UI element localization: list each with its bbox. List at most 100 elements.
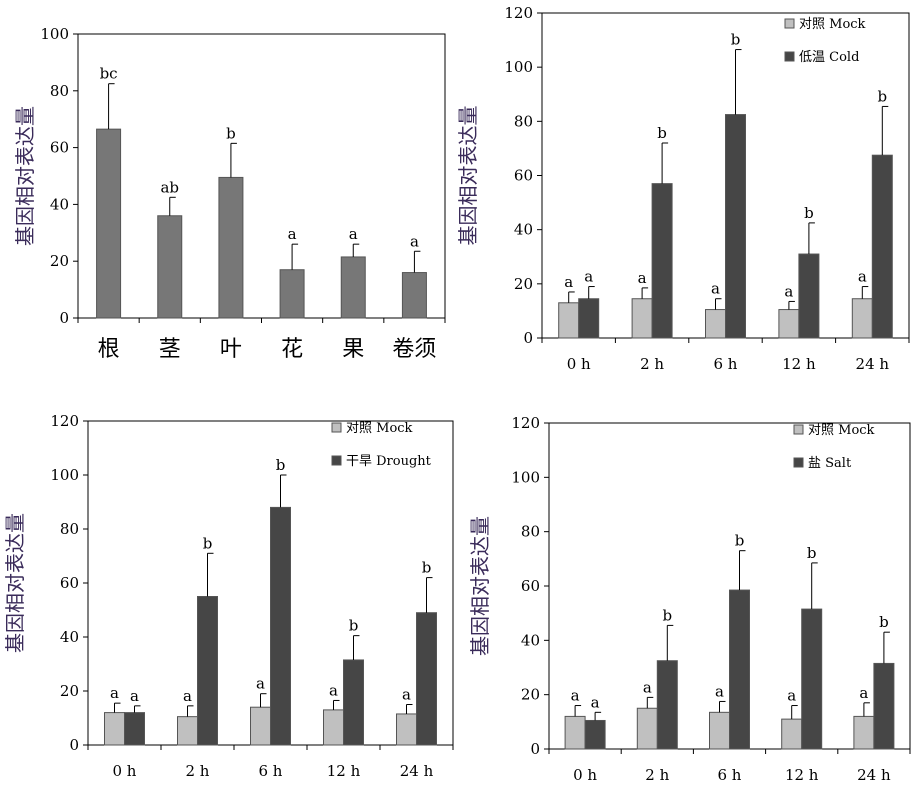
significance-letter: a [130, 687, 139, 705]
plot-frame [78, 34, 445, 318]
bar [565, 716, 585, 749]
bar [559, 303, 579, 338]
y-tick-label: 20 [50, 252, 69, 270]
legend-swatch [785, 19, 794, 28]
y-tick-label: 120 [50, 412, 79, 430]
y-tick-label: 100 [504, 58, 533, 76]
bar [178, 717, 198, 745]
y-tick-label: 60 [514, 167, 533, 185]
y-tick-label: 80 [60, 520, 79, 538]
y-axis-label: 基因相对表达量 [3, 513, 27, 653]
y-tick-label: 80 [521, 523, 540, 541]
significance-letter: a [787, 687, 796, 705]
significance-letter: a [288, 225, 297, 243]
bar [344, 660, 364, 745]
y-tick-label: 20 [60, 682, 79, 700]
bar [632, 299, 652, 338]
significance-letter: b [422, 559, 432, 577]
bar [852, 299, 872, 338]
bar [799, 254, 819, 338]
bar [271, 507, 291, 745]
y-tick-label: 100 [511, 468, 540, 486]
y-tick-label: 20 [521, 686, 540, 704]
x-tick-label: 茎 [159, 337, 181, 362]
significance-letter: b [731, 31, 741, 49]
bar [219, 177, 243, 318]
significance-letter: a [256, 675, 265, 693]
significance-letter: a [859, 684, 868, 702]
significance-letter: a [643, 678, 652, 696]
x-tick-label: 0 h [567, 355, 591, 373]
bar [97, 129, 121, 318]
bar [579, 299, 599, 338]
legend-label: 对照 Mock [799, 17, 866, 32]
y-axis-label: 基因相对表达量 [13, 106, 37, 246]
x-tick-label: 24 h [857, 766, 891, 784]
chart-panel-3: 020406080100120基因相对表达量0 h2 h6 h12 h24 ha… [3, 412, 453, 780]
significance-letter: a [410, 232, 419, 250]
legend-label: 干旱 Drought [346, 454, 432, 469]
bar [105, 713, 125, 745]
x-tick-label: 6 h [259, 762, 283, 780]
legend-label: 低温 Cold [799, 50, 859, 65]
significance-letter: a [591, 693, 600, 711]
chart-panel-2: 020406080100120基因相对表达量0 h2 h6 h12 h24 ha… [456, 4, 909, 373]
significance-letter: b [662, 606, 672, 624]
significance-letter: a [638, 269, 647, 287]
significance-letter: b [735, 532, 745, 550]
significance-letter: b [877, 87, 887, 105]
legend-swatch [332, 456, 341, 465]
x-tick-label: 2 h [640, 355, 664, 373]
significance-letter: b [657, 124, 667, 142]
y-tick-label: 100 [50, 466, 79, 484]
x-tick-label: 叶 [220, 337, 242, 362]
bar [402, 273, 426, 318]
significance-letter: a [858, 268, 867, 286]
bar [710, 712, 730, 749]
significance-letter: b [349, 617, 359, 635]
bar [585, 720, 605, 749]
bar [730, 590, 750, 749]
y-tick-label: 0 [530, 740, 540, 758]
legend-swatch [794, 425, 803, 434]
bar [706, 310, 726, 338]
x-tick-label: 卷须 [392, 337, 436, 362]
significance-letter: a [711, 280, 720, 298]
x-tick-label: 6 h [718, 766, 742, 784]
bar [802, 609, 822, 749]
bar [417, 613, 437, 745]
y-axis-label: 基因相对表达量 [456, 106, 480, 246]
significance-letter: a [110, 684, 119, 702]
x-tick-label: 24 h [400, 762, 434, 780]
y-tick-label: 0 [523, 329, 533, 347]
significance-letter: b [804, 204, 814, 222]
bar [637, 708, 657, 749]
y-tick-label: 40 [60, 628, 79, 646]
significance-letter: b [276, 456, 286, 474]
legend-label: 对照 Mock [346, 421, 413, 436]
x-tick-label: 24 h [856, 355, 890, 373]
x-tick-label: 12 h [327, 762, 361, 780]
y-tick-label: 60 [521, 577, 540, 595]
y-tick-label: 120 [504, 4, 533, 22]
significance-letter: a [571, 687, 580, 705]
bar [779, 310, 799, 338]
significance-letter: b [807, 544, 817, 562]
significance-letter: a [584, 268, 593, 286]
bar [652, 184, 672, 338]
y-tick-label: 60 [60, 574, 79, 592]
x-tick-label: 2 h [645, 766, 669, 784]
bar [874, 663, 894, 749]
bar [198, 597, 218, 746]
chart-panel-4: 020406080100120基因相对表达量0 h2 h6 h12 h24 ha… [468, 414, 910, 784]
y-tick-label: 0 [69, 736, 79, 754]
significance-letter: b [203, 534, 213, 552]
y-tick-label: 0 [59, 309, 69, 327]
significance-letter: a [402, 686, 411, 704]
legend-swatch [794, 458, 803, 467]
bar [158, 216, 182, 318]
significance-letter: a [715, 682, 724, 700]
bar [251, 707, 271, 745]
legend-swatch [785, 52, 794, 61]
bar [125, 713, 145, 745]
